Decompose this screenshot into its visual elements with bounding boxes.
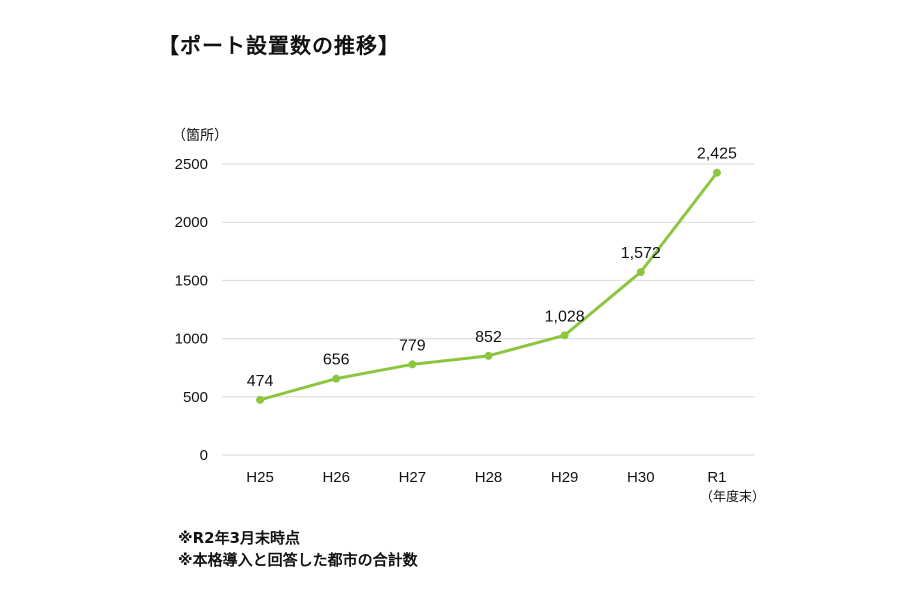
data-point [256,395,265,404]
y-axis-ticks: 0 500 1000 1500 2000 2500 [175,156,208,464]
data-labels: 474 656 779 852 1,028 1,572 2,425 [247,146,737,390]
footnotes: ※R2年3月末時点 ※本格導入と回答した都市の合計数 [178,527,418,571]
x-axis-note: （年度末） [700,490,766,505]
data-point [636,268,645,277]
data-label: 852 [475,329,502,346]
y-tick-label: 1000 [175,331,208,348]
x-tick-label: H27 [399,469,427,486]
x-tick-label: H25 [246,469,274,486]
y-axis-unit-label: （箇所） [172,128,228,144]
x-tick-label: H28 [475,469,503,486]
x-tick-label: H29 [551,469,579,486]
data-label: 1,572 [621,245,661,262]
data-label: 1,028 [545,308,585,325]
footnote-scope: ※本格導入と回答した都市の合計数 [178,551,418,569]
x-tick-label: R1 [707,469,726,486]
data-point [332,374,341,383]
y-tick-label: 1500 [175,272,208,289]
x-tick-label: H26 [322,469,350,486]
y-tick-label: 500 [183,389,208,406]
chart-title: 【ポート設置数の推移】 [158,34,400,58]
data-point [484,351,493,360]
x-axis-ticks: H25 H26 H27 H28 H29 H30 R1 [246,469,726,486]
y-tick-label: 0 [200,447,208,464]
data-label: 474 [247,373,274,390]
data-label: 779 [399,337,426,354]
y-tick-label: 2000 [175,214,208,231]
gridlines [222,163,755,456]
footnote-date: ※R2年3月末時点 [178,529,301,547]
data-point [712,168,721,177]
y-tick-label: 2500 [175,156,208,173]
data-point [560,331,569,340]
data-label: 656 [323,352,350,369]
series [256,168,721,404]
data-point [408,360,417,369]
x-tick-label: H30 [627,469,655,486]
data-label: 2,425 [697,146,737,163]
